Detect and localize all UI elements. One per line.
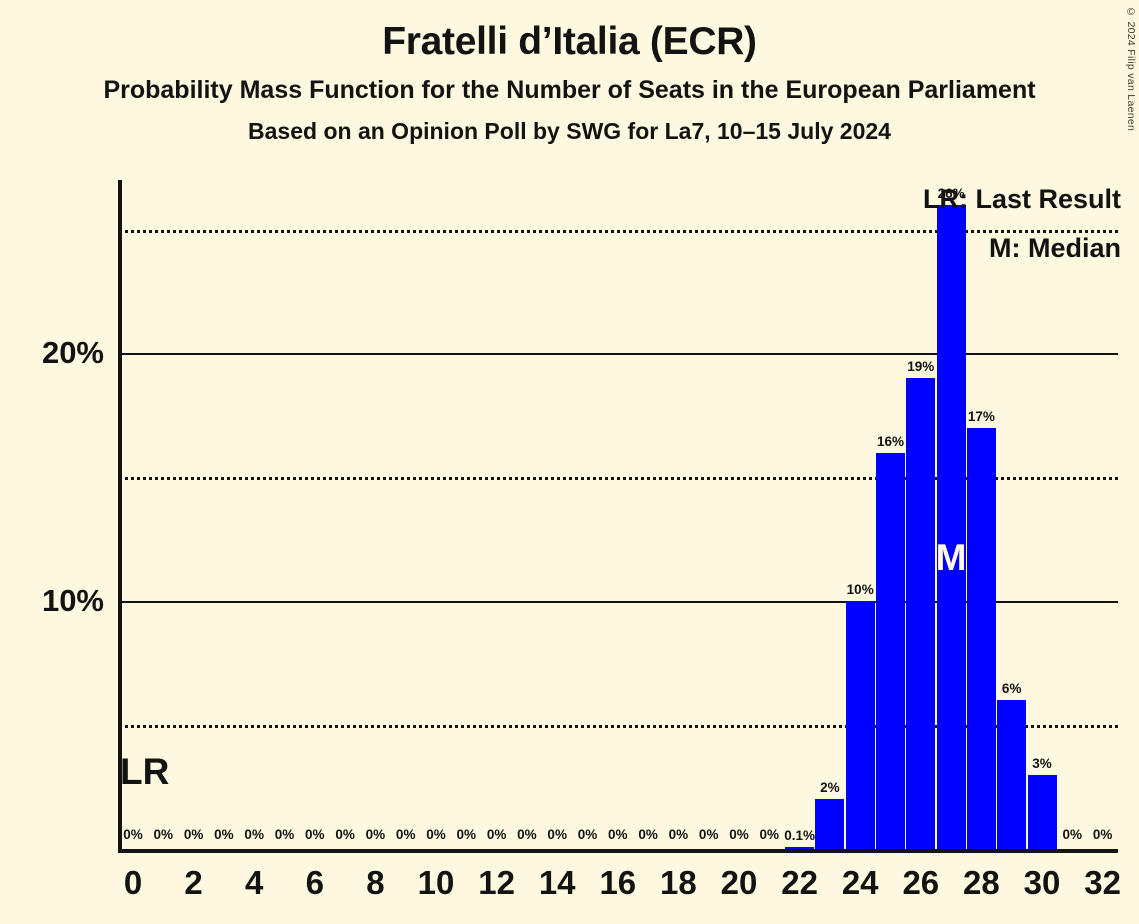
bar-seat-29 (997, 700, 1027, 849)
bar-value-label-seat-9: 0% (395, 827, 416, 842)
bar-value-label-seat-11: 0% (456, 827, 477, 842)
gridline-20pct (118, 353, 1118, 356)
bar-value-label-seat-23: 2% (820, 780, 840, 796)
bar-seat-27 (936, 204, 966, 849)
copyright-notice: © 2024 Filip van Laenen (1125, 6, 1137, 132)
bar-value-label-seat-4: 0% (244, 827, 264, 842)
gridline-10pct (118, 601, 1118, 604)
x-tick-10: 10 (417, 864, 455, 901)
x-tick-14: 14 (538, 864, 576, 901)
bar-value-label-seat-22: 0.1% (784, 827, 815, 843)
bar-seat-26 (906, 378, 936, 849)
legend-median: M: Median (989, 233, 1121, 263)
bar-value-label-seat-30: 3% (1032, 755, 1052, 771)
y-tick-10pct: 10% (41, 583, 104, 619)
x-tick-26: 26 (902, 864, 940, 901)
legend-last-result: LR: Last Result (922, 184, 1121, 214)
x-tick-24: 24 (841, 864, 879, 901)
bar-value-label-seat-17: 0% (638, 827, 658, 842)
bar-value-label-seat-28: 17% (967, 408, 995, 424)
title-block: Fratelli d’Italia (ECR) Probability Mass… (0, 0, 1139, 143)
bar-seat-22 (785, 846, 815, 849)
bar-value-label-seat-2: 0% (183, 827, 204, 842)
x-tick-0: 0 (123, 864, 143, 901)
bar-value-label-seat-10: 0% (426, 827, 446, 842)
bar-seat-30 (1027, 774, 1057, 849)
x-tick-22: 22 (781, 864, 818, 901)
bar-seat-24 (845, 601, 875, 849)
bar-value-label-seat-14: 0% (547, 827, 567, 842)
x-tick-8: 8 (366, 864, 385, 901)
bar-value-label-seat-19: 0% (698, 827, 719, 842)
bar-value-label-seat-18: 0% (668, 827, 689, 842)
bar-value-label-seat-24: 10% (846, 582, 874, 598)
bar-value-label-seat-29: 6% (1001, 681, 1022, 697)
bar-value-label-seat-16: 0% (608, 827, 628, 842)
bar-value-label-seat-13: 0% (517, 827, 537, 842)
x-tick-4: 4 (245, 864, 264, 901)
bar-seat-23 (815, 799, 845, 849)
x-tick-30: 30 (1023, 864, 1061, 901)
gridline-25pct (118, 229, 1118, 233)
bar-value-label-seat-20: 0% (729, 827, 749, 842)
x-tick-12: 12 (478, 864, 515, 901)
bar-value-label-seat-1: 0% (153, 827, 174, 842)
bar-value-label-seat-3: 0% (214, 827, 234, 842)
bar-value-label-seat-26: 19% (907, 359, 935, 375)
median-marker: M (935, 537, 967, 578)
gridline-15pct (118, 477, 1118, 481)
bar-seat-28 (966, 427, 996, 849)
bar-value-label-seat-21: 0% (759, 827, 780, 842)
x-tick-18: 18 (660, 864, 697, 901)
bar-seat-25 (876, 452, 905, 849)
x-tick-32: 32 (1084, 864, 1121, 901)
chart-subtitle: Probability Mass Function for the Number… (103, 75, 1036, 104)
x-axis-line (118, 849, 1118, 853)
bar-value-label-seat-27: 26% (937, 185, 965, 201)
bar-value-label-seat-15: 0% (577, 827, 598, 842)
y-tick-20pct: 20% (41, 335, 104, 371)
page-title: Fratelli d’Italia (ECR) (382, 20, 757, 63)
bar-value-label-seat-12: 0% (486, 827, 507, 842)
x-tick-20: 20 (720, 864, 758, 901)
chart-source-note: Based on an Opinion Poll by SWG for La7,… (248, 118, 891, 145)
y-axis-line (118, 180, 122, 849)
bar-value-label-seat-32: 0% (1092, 827, 1113, 842)
bar-value-label-seat-5: 0% (274, 827, 295, 842)
bar-value-label-seat-7: 0% (335, 827, 355, 842)
x-tick-16: 16 (599, 864, 637, 901)
bar-value-label-seat-31: 0% (1062, 827, 1083, 842)
last-result-marker: LR (120, 751, 170, 792)
bar-value-label-seat-8: 0% (365, 827, 386, 842)
bar-value-label-seat-25: 16% (876, 433, 905, 449)
bar-value-label-seat-0: 0% (123, 827, 143, 842)
x-tick-6: 6 (305, 864, 324, 901)
bar-value-label-seat-6: 0% (305, 827, 325, 842)
plot-area: 0% 0% 0% 0% 0% 0% 0% 0% 0% 0% 0% 0% 0% 0% 0% 0% 0% 0% 0% 0%… (118, 180, 1118, 853)
x-tick-2: 2 (184, 864, 203, 901)
gridline-5pct (118, 725, 1118, 729)
x-tick-28: 28 (963, 864, 1000, 901)
